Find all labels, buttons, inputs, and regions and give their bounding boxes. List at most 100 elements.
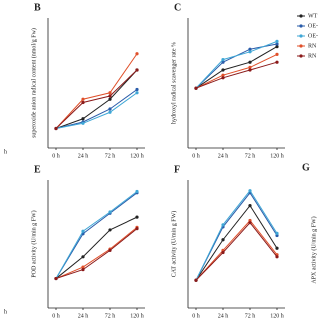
x-tick-label: 120 h (270, 313, 284, 319)
x-tick-label: 24 h (218, 313, 229, 319)
series-line (195, 46, 278, 89)
data-point (275, 231, 279, 235)
legend-label: RN (308, 53, 317, 59)
series-line (195, 219, 278, 281)
x-tick-label: 24 h (78, 313, 89, 319)
legend-label: WT (308, 13, 318, 19)
legend-marker (299, 34, 303, 38)
data-point (194, 278, 198, 282)
x-tick-label: 0 h (52, 153, 60, 159)
data-point (81, 97, 85, 101)
series-line (55, 53, 138, 129)
series-line (55, 69, 138, 129)
y-axis-label: CAT activity (U/min g FW) (170, 211, 177, 278)
data-point (81, 117, 85, 121)
data-point (108, 228, 112, 232)
data-point (221, 58, 225, 62)
x-tick-label: 120 h (130, 153, 144, 159)
panel-label: B (34, 2, 41, 13)
data-point (194, 86, 198, 90)
legend-label: OE- (308, 23, 318, 29)
data-point (135, 87, 139, 92)
data-point (221, 223, 225, 227)
data-point (54, 126, 58, 131)
x-tick-label: 24 h (218, 153, 229, 159)
data-point (135, 68, 139, 72)
data-point (221, 68, 225, 72)
series-line (195, 40, 278, 89)
data-point (81, 100, 85, 105)
data-point (275, 52, 279, 57)
legend-marker (299, 54, 303, 58)
series-line (195, 221, 278, 281)
x-tick-label: 72 h (245, 153, 256, 159)
data-point (248, 60, 252, 64)
data-point (81, 229, 85, 233)
panel-label: C (174, 2, 181, 13)
series-line (55, 228, 138, 280)
x-tick-label: 0 h (192, 153, 200, 159)
series-line (195, 61, 278, 89)
data-point (108, 110, 112, 114)
y-axis-label: POD activity (U/min g FW) (30, 210, 37, 277)
data-point (135, 189, 139, 194)
y-axis-label: hydroxyl radical scavenger rate % (171, 42, 177, 124)
series-line (195, 204, 278, 281)
data-point (275, 60, 279, 64)
data-point (221, 250, 225, 255)
data-point (81, 121, 85, 125)
cropped-label: h (4, 309, 7, 315)
data-point (221, 73, 225, 77)
data-point (135, 52, 139, 56)
x-tick-label: 120 h (270, 153, 284, 159)
y-axis-label: superoxide anion radical content (nmol/g… (30, 28, 37, 138)
data-point (81, 255, 85, 259)
x-tick-label: 72 h (105, 313, 116, 319)
series-line (55, 191, 138, 279)
x-tick-label: 72 h (245, 313, 256, 319)
series-line (55, 216, 138, 279)
x-tick-label: 0 h (192, 313, 200, 319)
series-line (195, 189, 278, 281)
data-point (275, 255, 279, 259)
legend-marker (299, 44, 303, 48)
data-point (135, 227, 139, 231)
data-point (248, 47, 252, 51)
panel-label: E (34, 164, 41, 175)
data-point (248, 68, 252, 72)
data-point (248, 50, 252, 54)
panel-label: G (302, 162, 310, 173)
data-point (108, 210, 112, 214)
series-line (195, 53, 278, 89)
data-point (81, 265, 85, 269)
x-tick-label: 24 h (78, 153, 89, 159)
series-line (55, 69, 138, 129)
legend-label: OE- (308, 33, 318, 39)
y-axis-label: APX activity (U/min g FW) (310, 216, 317, 283)
data-point (248, 204, 252, 208)
x-tick-label: 72 h (105, 153, 116, 159)
data-point (275, 39, 279, 44)
x-tick-label: 120 h (130, 313, 144, 319)
data-point (81, 268, 85, 272)
data-point (108, 107, 112, 111)
series-line (55, 192, 138, 279)
x-tick-label: 0 h (52, 313, 60, 319)
data-point (275, 246, 279, 250)
legend-marker (299, 14, 303, 18)
data-point (108, 91, 112, 95)
data-point (108, 94, 112, 98)
series-line (55, 226, 138, 280)
legend-marker (299, 24, 303, 28)
series-line (55, 89, 138, 129)
data-point (275, 45, 279, 49)
data-point (135, 215, 139, 219)
legend-label: RN (308, 43, 317, 49)
data-point (54, 276, 58, 281)
data-point (248, 65, 252, 69)
panel-label: F (174, 164, 180, 175)
data-point (248, 221, 252, 225)
data-point (108, 97, 112, 101)
data-point (221, 76, 225, 80)
data-point (135, 91, 139, 95)
